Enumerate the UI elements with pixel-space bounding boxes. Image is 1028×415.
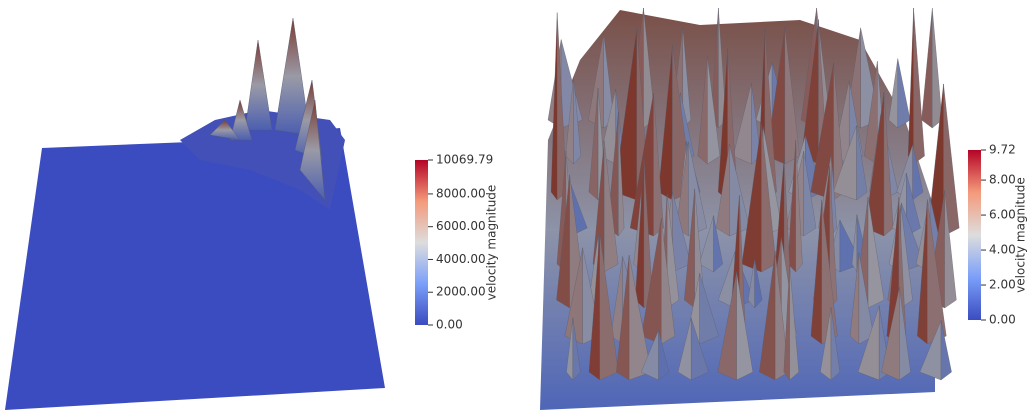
spike-face [922, 8, 933, 128]
spike [245, 40, 272, 130]
tick-label: 10069.79 [436, 153, 493, 167]
spike-face [941, 320, 952, 380]
render-view: 0.00 2000.00 4000.00 6000.00 8000.00 10069.79… [0, 0, 1028, 415]
right-surface [540, 8, 959, 410]
spike-face [914, 8, 925, 164]
tick-label: 8.00 [989, 173, 1016, 187]
colorbar-title: velocity magnitude [1014, 177, 1028, 293]
colorbar-title: velocity magnitude [485, 185, 499, 301]
colorbar [968, 150, 981, 320]
spike-face [898, 59, 910, 128]
tick-label: 6000.00 [436, 219, 486, 233]
tick-label: 0.00 [436, 318, 463, 332]
tick-label: 2.00 [989, 278, 1016, 292]
tick-label: 6.00 [989, 208, 1016, 222]
tick-label: 9.72 [989, 143, 1016, 157]
spike-face [889, 59, 898, 128]
spike-face [908, 8, 913, 164]
tick-label: 4000.00 [436, 252, 486, 266]
spike-face [932, 8, 942, 128]
tick-label: 0.00 [989, 313, 1016, 327]
left-surface [5, 18, 385, 410]
tick-label: 2000.00 [436, 285, 486, 299]
tick-label: 8000.00 [436, 186, 486, 200]
colorbar [415, 160, 428, 325]
tick-label: 4.00 [989, 243, 1016, 257]
